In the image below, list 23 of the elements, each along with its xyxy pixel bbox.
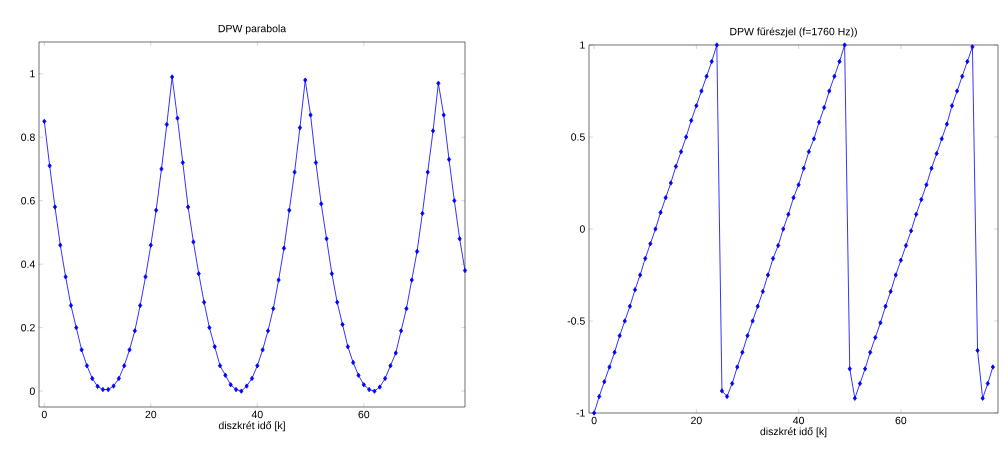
y-tick-label: -0.5	[567, 317, 585, 325]
y-tick-label: -1	[576, 409, 585, 417]
x-axis-title: diszkrét idő [k]	[760, 427, 827, 438]
y-tick-label: 0.4	[21, 260, 35, 268]
x-axis-title: diszkrét idő [k]	[218, 421, 285, 432]
x-tick-label: 40	[251, 410, 263, 419]
x-tick-label: 40	[793, 416, 805, 425]
y-tick-label: 0.2	[21, 323, 35, 332]
x-tick-label: 20	[145, 410, 157, 419]
y-tick-label: 0.6	[21, 196, 35, 205]
chart-title: DPW parabola	[218, 24, 287, 35]
x-tick-label: 0	[591, 416, 597, 425]
y-tick-label: 0	[29, 387, 35, 395]
y-tick-label: 0.8	[21, 133, 35, 141]
y-tick-label: 1	[30, 70, 35, 78]
x-tick-label: 20	[691, 416, 702, 425]
y-tick-label: 0	[579, 225, 585, 233]
chart-title: DPW fűrészjel (f=1760 Hz))	[730, 27, 857, 38]
y-tick-label: 1	[580, 41, 585, 49]
x-tick-label: 60	[895, 416, 907, 425]
x-tick-label: 60	[358, 410, 370, 419]
x-tick-label: 0	[41, 410, 47, 419]
y-tick-label: 0.5	[571, 133, 585, 141]
